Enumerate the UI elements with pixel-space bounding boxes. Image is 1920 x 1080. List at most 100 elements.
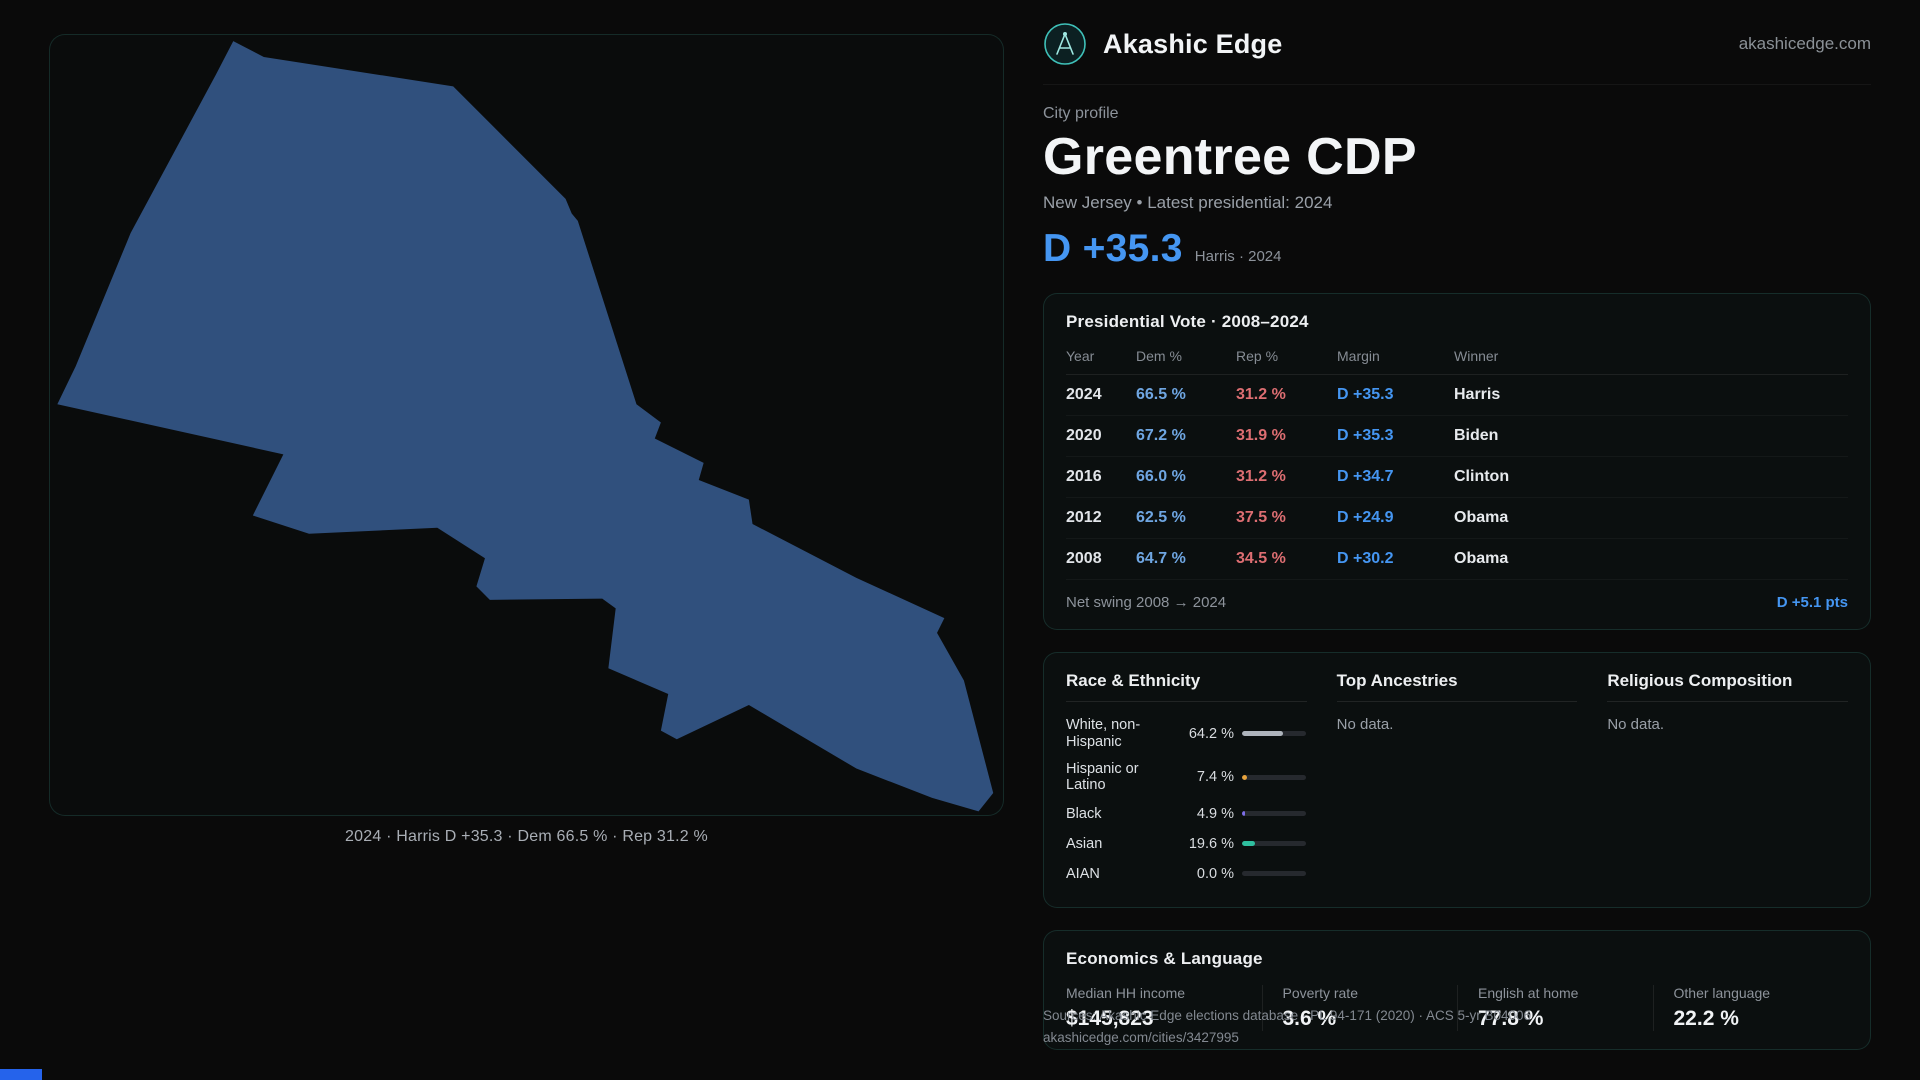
economics-card: Economics & Language Median HH income $1… <box>1043 929 1871 1050</box>
stat-label: Median HH income <box>1066 984 1186 1001</box>
stat: Poverty rate 3.6 % <box>1261 984 1458 1031</box>
race-bar-fill <box>1242 841 1255 847</box>
col-margin: Margin <box>1337 348 1380 365</box>
sources-footer: Sources: Akashic Edge elections database… <box>1043 1005 1531 1048</box>
race-label: Asian <box>1066 835 1103 852</box>
demographics-card: Race & Ethnicity White, non-Hispanic 64.… <box>1043 652 1871 908</box>
vote-winner: Obama <box>1454 509 1509 527</box>
race-label: Hispanic or Latino <box>1066 760 1139 794</box>
vote-margin: D +35.3 <box>1337 427 1394 445</box>
race-bar-fill <box>1242 731 1284 737</box>
stat: English at home 77.8 % <box>1457 984 1653 1031</box>
col-rep: Rep % <box>1236 348 1279 365</box>
taskbar-fragment <box>0 1069 42 1080</box>
ancestries-no-data: No data. <box>1336 716 1394 734</box>
vote-dem-pct: 62.5 % <box>1136 509 1186 527</box>
city-subtitle: New Jersey • Latest presidential: 2024 <box>1043 193 1333 213</box>
vote-table-body: 2024 66.5 % 31.2 % D +35.3 Harris 2020 6… <box>1066 375 1848 581</box>
race-row: White, non-Hispanic 64.2 % <box>1066 712 1307 755</box>
permalink[interactable]: akashicedge.com/cities/3427995 <box>1043 1029 1239 1045</box>
race-section-title: Race & Ethnicity <box>1066 671 1307 703</box>
vote-table-row: 2020 67.2 % 31.9 % D +35.3 Biden <box>1066 416 1848 458</box>
race-value: 7.4 % <box>1196 769 1234 786</box>
vote-table-row: 2024 66.5 % 31.2 % D +35.3 Harris <box>1066 375 1848 417</box>
stat-value: 3.6 % <box>1282 1006 1337 1030</box>
race-bar <box>1242 811 1306 817</box>
race-label: White, non-Hispanic <box>1066 717 1141 750</box>
vote-rep-pct: 34.5 % <box>1236 550 1286 568</box>
vote-table-row: 2012 62.5 % 37.5 % D +24.9 Obama <box>1066 498 1848 540</box>
vote-margin: D +24.9 <box>1337 509 1394 527</box>
vote-dem-pct: 66.0 % <box>1136 468 1186 486</box>
race-bar-fill <box>1242 811 1246 817</box>
vote-year: 2008 <box>1066 550 1102 568</box>
ancestries-section-title: Top Ancestries <box>1336 671 1578 703</box>
map-caption: 2024 · Harris D +35.3 · Dem 66.5 % · Rep… <box>345 828 708 845</box>
brand-name: Akashic Edge <box>1103 28 1283 59</box>
race-label: Black <box>1066 805 1102 822</box>
city-boundary-shape <box>57 41 994 812</box>
race-row: Black 4.9 % <box>1066 799 1307 829</box>
race-bar <box>1242 731 1306 737</box>
race-bar <box>1242 871 1306 877</box>
vote-table-row: 2016 66.0 % 31.2 % D +34.7 Clinton <box>1066 457 1848 499</box>
profile-panel: Akashic Edge akashicedge.com City profil… <box>1043 22 1871 1050</box>
vote-table-header: Year Dem % Rep % Margin Winner <box>1066 344 1848 376</box>
net-swing-label: Net swing 2008 → 2024 <box>1066 594 1227 612</box>
religion-no-data: No data. <box>1607 716 1665 734</box>
stat-label: English at home <box>1478 984 1579 1001</box>
race-value: 64.2 % <box>1188 725 1234 742</box>
stat: Median HH income $145,823 <box>1066 985 1262 1031</box>
city-title: Greentree CDP <box>1043 128 1417 186</box>
economics-stats: Median HH income $145,823 Poverty rate 3… <box>1066 984 1849 1031</box>
vote-year: 2012 <box>1066 509 1102 527</box>
race-list: White, non-Hispanic 64.2 % Hispanic or L… <box>1066 712 1307 889</box>
headline-margin-row: D +35.3 Harris · 2024 <box>1043 227 1871 271</box>
akashic-edge-logo-icon <box>1044 23 1086 65</box>
vote-dem-pct: 64.7 % <box>1136 550 1186 568</box>
vote-winner: Biden <box>1454 427 1499 445</box>
vote-year: 2024 <box>1066 386 1102 404</box>
vote-winner: Harris <box>1454 386 1501 404</box>
app-header: Akashic Edge akashicedge.com <box>1043 22 1871 85</box>
race-bar <box>1242 774 1306 780</box>
akashic-edge-logo[interactable] <box>1043 22 1087 66</box>
net-swing-value: D +5.1 pts <box>1776 594 1848 612</box>
vote-margin: D +35.3 <box>1337 386 1394 404</box>
vote-year: 2016 <box>1066 468 1102 486</box>
page-kicker: City profile <box>1043 105 1119 122</box>
top-ancestries-section: Top Ancestries No data. <box>1336 671 1578 889</box>
vote-winner: Obama <box>1454 550 1509 568</box>
vote-rep-pct: 37.5 % <box>1236 509 1286 527</box>
vote-dem-pct: 67.2 % <box>1136 427 1186 445</box>
vote-rep-pct: 31.2 % <box>1236 386 1286 404</box>
stat-value: $145,823 <box>1066 1006 1154 1030</box>
headline-margin-value: D +35.3 <box>1043 227 1183 271</box>
economics-card-title: Economics & Language <box>1066 948 1263 968</box>
race-row: Hispanic or Latino 7.4 % <box>1066 756 1307 799</box>
vote-card-title: Presidential Vote · 2008–2024 <box>1066 312 1309 332</box>
stat: Other language 22.2 % <box>1652 984 1849 1031</box>
col-winner: Winner <box>1454 348 1499 365</box>
net-swing-row: Net swing 2008 → 2024 D +5.1 pts <box>1066 580 1848 611</box>
site-domain-link[interactable]: akashicedge.com <box>1738 34 1871 53</box>
vote-margin: D +30.2 <box>1337 550 1394 568</box>
race-label: AIAN <box>1066 865 1100 882</box>
race-row: AIAN 0.0 % <box>1066 859 1307 889</box>
race-value: 0.0 % <box>1196 865 1234 882</box>
col-dem: Dem % <box>1136 348 1182 365</box>
religious-composition-section: Religious Composition No data. <box>1607 671 1848 889</box>
race-bar <box>1242 841 1306 847</box>
race-value: 4.9 % <box>1196 805 1234 822</box>
vote-dem-pct: 66.5 % <box>1136 386 1186 404</box>
vote-table-row: 2008 64.7 % 34.5 % D +30.2 Obama <box>1066 539 1848 581</box>
race-ethnicity-section: Race & Ethnicity White, non-Hispanic 64.… <box>1066 671 1307 889</box>
vote-rep-pct: 31.2 % <box>1236 468 1286 486</box>
stat-label: Poverty rate <box>1282 984 1358 1001</box>
presidential-vote-card: Presidential Vote · 2008–2024 Year Dem %… <box>1043 293 1871 631</box>
race-bar-fill <box>1242 774 1247 780</box>
vote-rep-pct: 31.9 % <box>1236 427 1286 445</box>
stat-label: Other language <box>1673 984 1771 1001</box>
city-map-panel[interactable] <box>49 34 1004 816</box>
